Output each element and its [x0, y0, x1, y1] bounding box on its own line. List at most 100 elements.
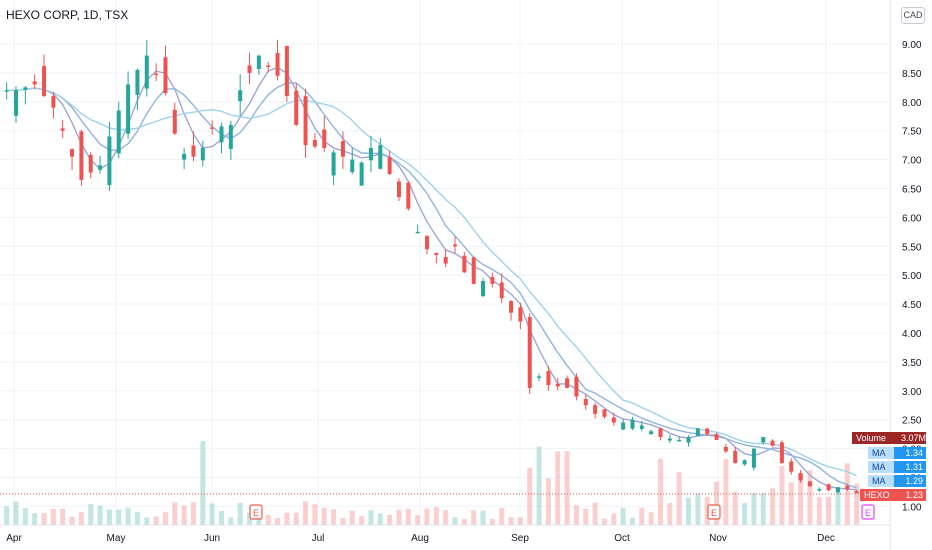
candle-body [471, 257, 476, 284]
candle-body [611, 417, 616, 423]
volume-bar [583, 508, 589, 525]
volume-bars [4, 441, 860, 525]
candle-body [817, 489, 822, 491]
price-tick-label: 5.50 [902, 242, 922, 253]
volume-bar [704, 496, 710, 525]
grid-lines [0, 0, 890, 525]
candle-body [163, 57, 168, 94]
candle-body [42, 66, 47, 97]
ma-line [6, 82, 857, 489]
volume-bar [396, 509, 402, 525]
candle-body [546, 371, 551, 386]
candle-body [686, 437, 691, 443]
price-tick-label: 4.00 [902, 329, 922, 340]
candle-body [219, 126, 224, 143]
candle-body [854, 491, 859, 494]
candle-body [135, 70, 140, 95]
time-tick-label: Nov [709, 533, 727, 544]
volume-bar [265, 514, 271, 525]
candle-body [4, 90, 9, 92]
candle-body [723, 446, 728, 452]
candlesticks [4, 39, 859, 495]
candle-body [845, 486, 850, 490]
candle-body [751, 448, 756, 468]
chart-title: HEXO CORP, 1D, TSX [6, 8, 129, 22]
volume-bar [433, 507, 439, 525]
volume-bar [760, 492, 766, 525]
price-tick-label: 2.50 [902, 416, 922, 427]
volume-bar [648, 512, 654, 525]
candle-body [630, 419, 635, 429]
candle-body [79, 131, 84, 180]
currency-button[interactable]: CAD [901, 7, 925, 24]
earnings-marker [707, 504, 721, 520]
volume-bar [732, 491, 738, 525]
volume-bar [190, 502, 196, 525]
volume-bar [658, 458, 663, 525]
candle-body [527, 317, 532, 388]
candle-body [658, 428, 663, 438]
price-tick-label: 3.00 [902, 387, 922, 398]
volume-bar [275, 518, 281, 525]
time-scale[interactable]: Apr May Jun Jul Aug Sep Oct Nov Dec [6, 533, 835, 544]
volume-bar [629, 517, 635, 525]
candle-body [88, 154, 93, 173]
ma3-value: 1.29 [894, 475, 926, 487]
volume-badge: Volume 3.07M [852, 432, 926, 444]
price-tick-label: 6.50 [902, 185, 922, 196]
volume-bar [144, 517, 150, 525]
volume-bar [22, 508, 28, 525]
volume-bar [770, 488, 776, 525]
volume-bar [293, 512, 299, 525]
candle-body [396, 181, 401, 198]
volume-bar [751, 492, 757, 525]
candle-body [172, 109, 177, 134]
volume-bar [536, 446, 542, 525]
candle-body [144, 55, 149, 89]
volume-bar [807, 470, 813, 525]
price-tick-label: 8.50 [902, 69, 922, 80]
earnings-marker-label: E [711, 508, 717, 518]
volume-bar [854, 483, 860, 525]
price-tick-label: 8.00 [902, 98, 922, 109]
volume-bar [517, 517, 523, 525]
price-tick-label: 3.50 [902, 358, 922, 369]
price-tick-label: 9.00 [902, 40, 922, 51]
time-tick-label: Apr [6, 533, 22, 544]
volume-bar [471, 510, 477, 525]
volume-bar [779, 466, 785, 525]
volume-bar [714, 481, 720, 525]
candle-body [312, 140, 317, 147]
candle-body [807, 481, 812, 487]
volume-bar [125, 508, 131, 525]
candle-body [210, 127, 215, 129]
volume-bar [116, 509, 122, 525]
candle-body [677, 439, 682, 442]
candle-body [667, 438, 672, 441]
volume-bar [826, 496, 832, 525]
candle-body [443, 257, 448, 264]
candle-body [154, 73, 159, 76]
volume-bar [601, 518, 607, 525]
volume-bar [181, 505, 187, 525]
candle-body [126, 84, 131, 134]
candle-body [509, 301, 514, 313]
candle-body [60, 128, 65, 131]
volume-bar [331, 509, 337, 525]
ma-badge-3: MA 1.29 [868, 475, 926, 487]
ma-badge-2: MA 1.31 [868, 461, 926, 473]
volume-bar [816, 497, 822, 525]
candle-body [714, 433, 719, 440]
candle-body [835, 487, 840, 493]
time-tick-label: Jun [204, 533, 220, 544]
candle-body [574, 376, 579, 397]
volume-bar [564, 451, 570, 525]
volume-bar [723, 459, 729, 525]
time-tick-label: Dec [817, 533, 835, 544]
candle-body [275, 52, 280, 76]
volume-bar [387, 514, 393, 525]
volume-bar [742, 503, 748, 525]
candle-body [368, 148, 373, 161]
